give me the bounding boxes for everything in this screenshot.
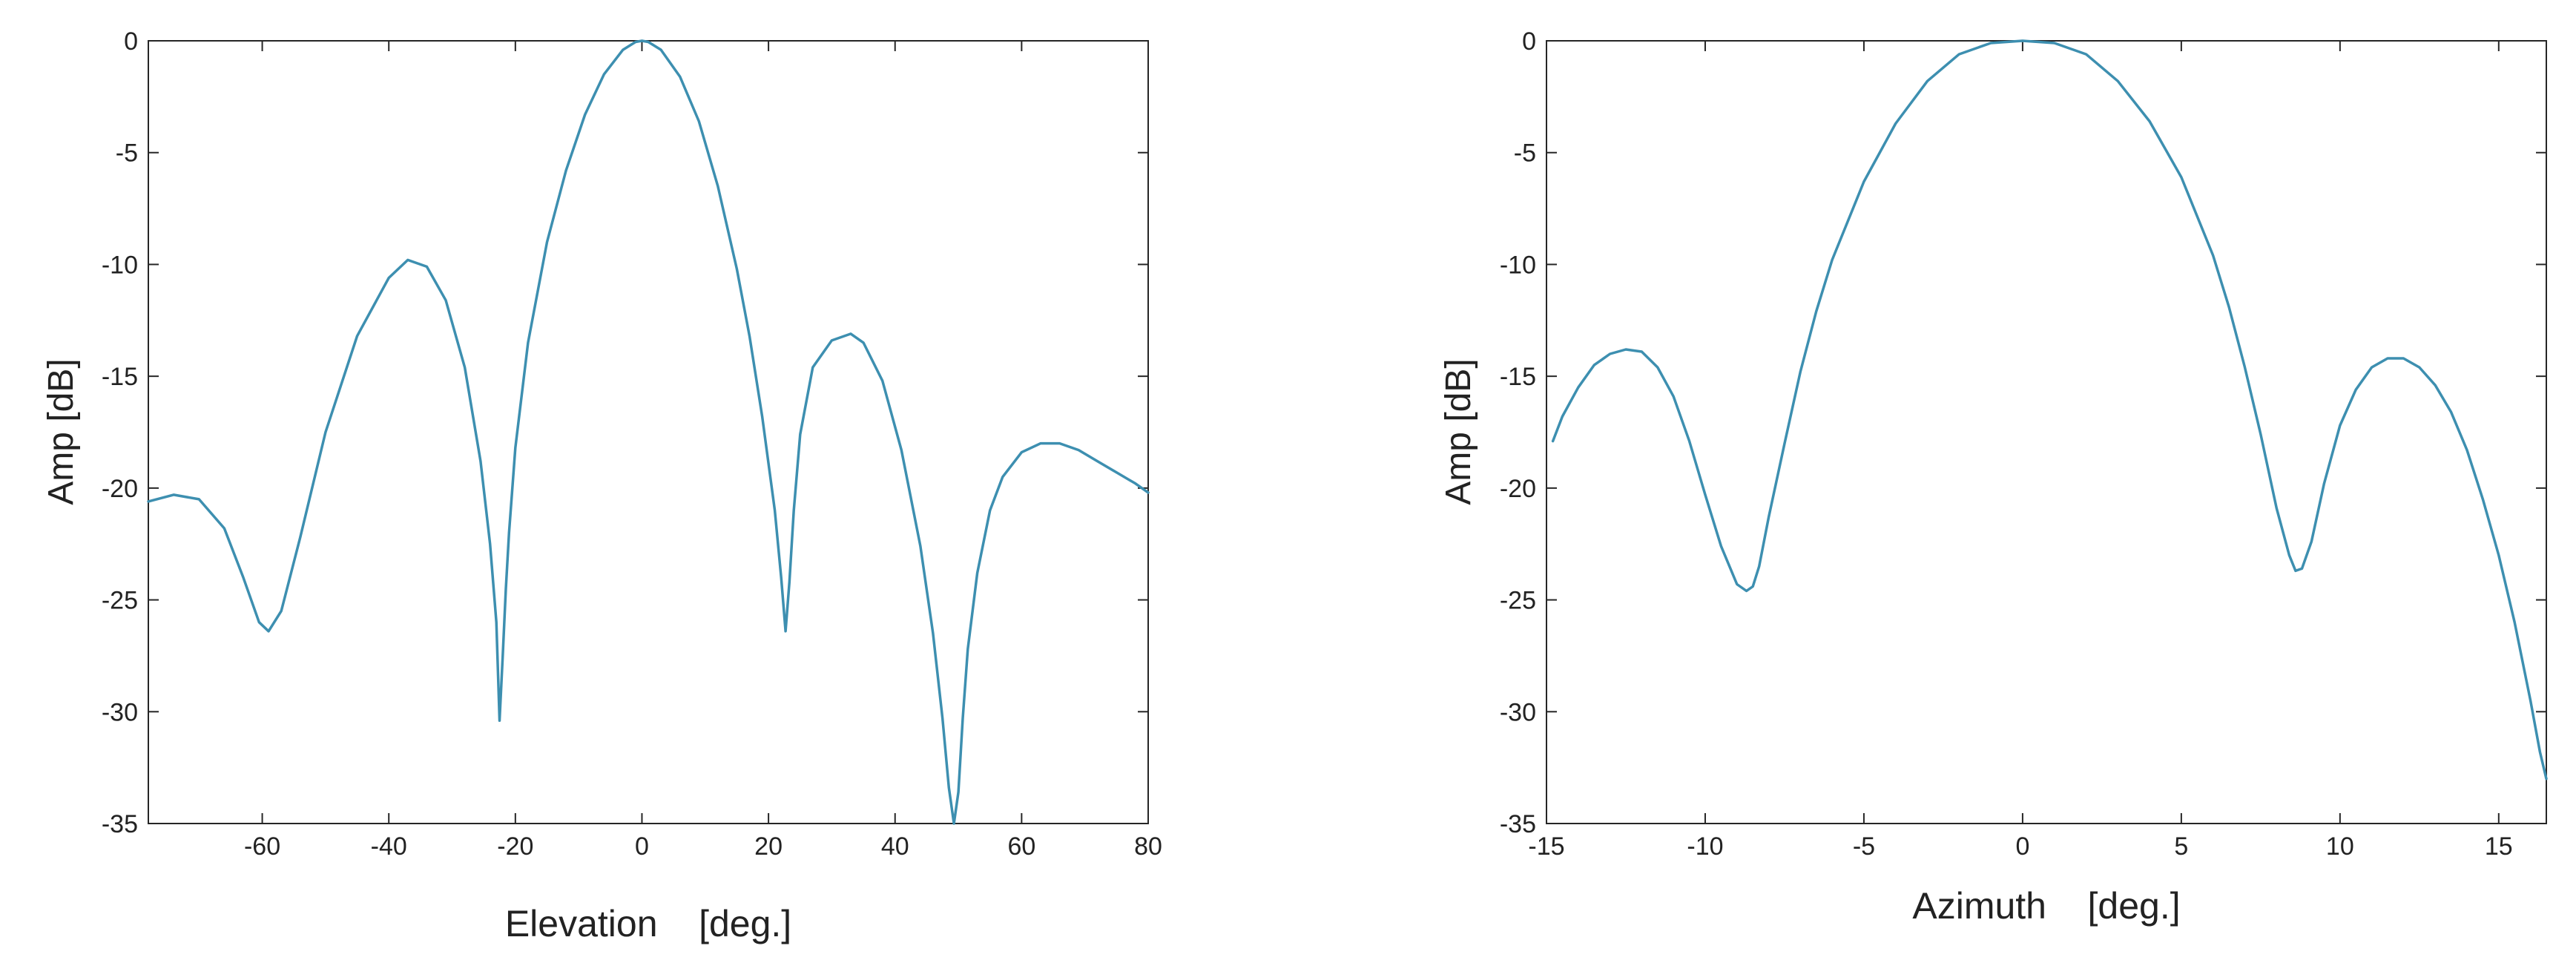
x-ticks-azimuth: -15 -10 -5 0 5 10 15: [1528, 41, 2513, 861]
x-tick-label: 10: [2326, 832, 2354, 861]
series-line-azimuth: [1551, 39, 2548, 780]
x-tick-label: -20: [497, 832, 533, 861]
y-tick-label: -30: [102, 698, 138, 726]
chart-elevation: -60 -40 -20 0 20 40 60 80 0 -5 -10 -15 -20 -25 -30 -35…: [42, 27, 1162, 944]
y-tick-label: -5: [1514, 139, 1536, 168]
y-tick-label: -15: [102, 363, 138, 391]
x-tick-label: 40: [881, 832, 909, 861]
y-tick-label: -25: [1500, 587, 1536, 615]
chart-azimuth: -15 -10 -5 0 5 10 15 0 -5 -10 -15 -20 -25 -30 -35 Azi…: [1439, 27, 2548, 927]
x-tick-label: 0: [635, 832, 649, 861]
y-ticks-elevation: 0 -5 -10 -15 -20 -25 -30 -35: [102, 27, 1148, 838]
x-axis-title-elevation: Elevation [deg.]: [505, 903, 791, 944]
y-ticks-azimuth: 0 -5 -10 -15 -20 -25 -30 -35: [1500, 27, 2546, 838]
y-tick-label: -30: [1500, 698, 1536, 726]
y-tick-label: -35: [102, 810, 138, 838]
x-tick-label: -10: [1687, 832, 1723, 861]
x-tick-label: -40: [371, 832, 407, 861]
x-tick-label: 60: [1007, 832, 1035, 861]
x-tick-label: -5: [1853, 832, 1875, 861]
plot-area-frame-azimuth: [1546, 40, 2547, 824]
plot-area-frame-elevation: [148, 40, 1149, 824]
y-axis-title-azimuth: Amp [dB]: [1439, 358, 1478, 504]
x-tick-label: 20: [754, 832, 783, 861]
series-line-elevation: [147, 39, 1150, 825]
x-tick-label: 80: [1134, 832, 1162, 861]
y-tick-label: -5: [116, 139, 138, 168]
x-tick-label: 0: [2015, 832, 2029, 861]
x-tick-label: 15: [2485, 832, 2513, 861]
y-tick-label: -35: [1500, 810, 1536, 838]
y-tick-label: -25: [102, 587, 138, 615]
x-tick-label: 5: [2174, 832, 2188, 861]
x-axis-title-azimuth: Azimuth [deg.]: [1912, 885, 2180, 927]
x-ticks-elevation: -60 -40 -20 0 20 40 60 80: [244, 41, 1162, 861]
y-tick-label: 0: [1522, 27, 1536, 56]
y-tick-label: -15: [1500, 363, 1536, 391]
y-tick-label: -10: [102, 251, 138, 279]
y-tick-label: -20: [1500, 475, 1536, 503]
y-tick-label: -20: [102, 475, 138, 503]
y-tick-label: -10: [1500, 251, 1536, 279]
y-tick-label: 0: [124, 27, 138, 56]
x-tick-label: -15: [1528, 832, 1564, 861]
y-axis-title-elevation: Amp [dB]: [42, 358, 81, 504]
x-tick-label: -60: [244, 832, 280, 861]
